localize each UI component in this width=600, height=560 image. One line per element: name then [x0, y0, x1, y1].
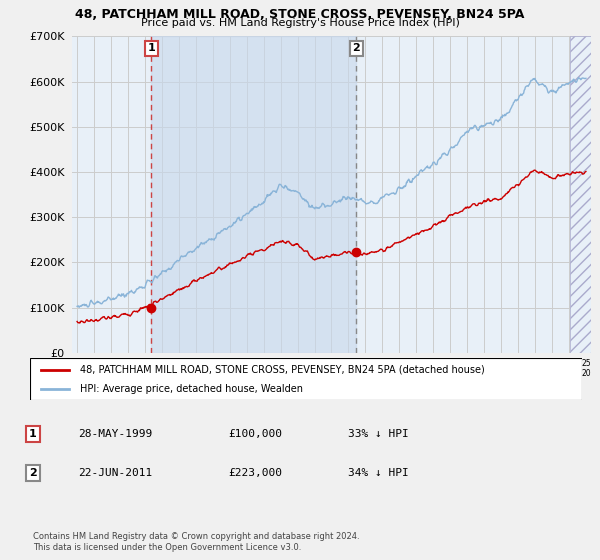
- Text: 22-JUN-2011: 22-JUN-2011: [78, 468, 152, 478]
- Text: Price paid vs. HM Land Registry's House Price Index (HPI): Price paid vs. HM Land Registry's House …: [140, 18, 460, 29]
- Text: 48, PATCHHAM MILL ROAD, STONE CROSS, PEVENSEY, BN24 5PA (detached house): 48, PATCHHAM MILL ROAD, STONE CROSS, PEV…: [80, 365, 484, 375]
- Text: 34% ↓ HPI: 34% ↓ HPI: [348, 468, 409, 478]
- Text: 28-MAY-1999: 28-MAY-1999: [78, 429, 152, 439]
- Text: 33% ↓ HPI: 33% ↓ HPI: [348, 429, 409, 439]
- Text: £223,000: £223,000: [228, 468, 282, 478]
- Text: £100,000: £100,000: [228, 429, 282, 439]
- Text: HPI: Average price, detached house, Wealden: HPI: Average price, detached house, Weal…: [80, 384, 302, 394]
- Text: 1: 1: [29, 429, 37, 439]
- Text: 2: 2: [29, 468, 37, 478]
- Text: 2: 2: [353, 43, 361, 53]
- Bar: [151, 36, 356, 353]
- Text: Contains HM Land Registry data © Crown copyright and database right 2024.
This d: Contains HM Land Registry data © Crown c…: [33, 532, 359, 552]
- Text: 1: 1: [148, 43, 155, 53]
- Text: 48, PATCHHAM MILL ROAD, STONE CROSS, PEVENSEY, BN24 5PA: 48, PATCHHAM MILL ROAD, STONE CROSS, PEV…: [76, 8, 524, 21]
